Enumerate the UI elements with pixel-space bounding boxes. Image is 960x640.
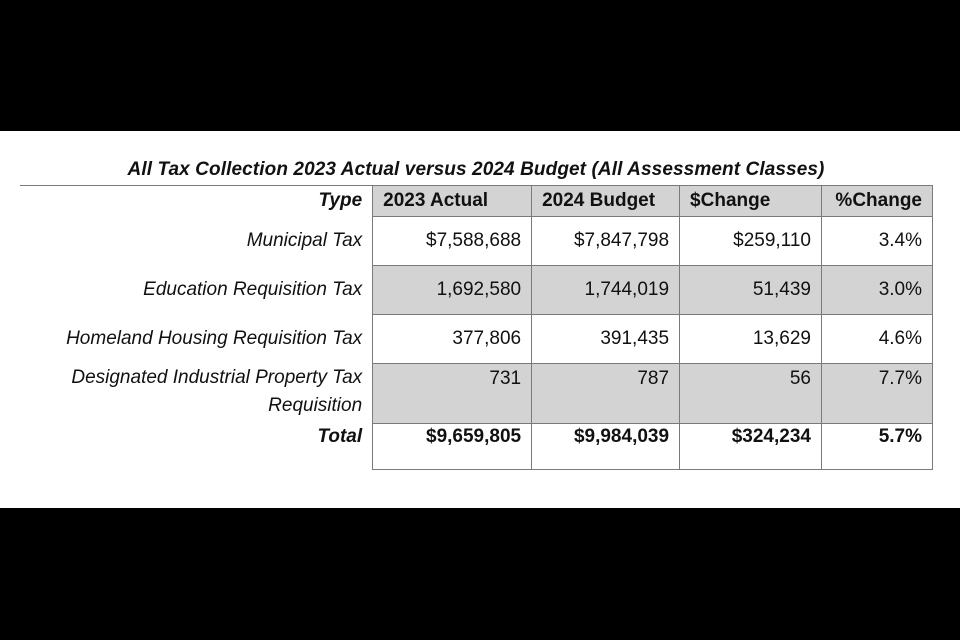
cell-dollar-change: 51,439 — [679, 265, 822, 315]
total-2024-budget: $9,984,039 — [531, 423, 681, 470]
cell-2024-budget: $7,847,798 — [531, 216, 681, 266]
header-2024-budget: 2024 Budget — [531, 185, 681, 217]
cell-dollar-change: $259,110 — [679, 216, 822, 266]
total-label: Total — [317, 425, 363, 447]
cell-percent-change: 7.7% — [820, 363, 934, 424]
cell-dollar-change: 13,629 — [679, 314, 822, 364]
cell-2024-budget: 1,744,019 — [531, 265, 681, 315]
table-row: Education Requisition Tax 1,692,580 1,74… — [20, 265, 934, 315]
header-percent-change: %Change — [820, 185, 934, 217]
row-type: Education Requisition Tax — [143, 279, 363, 300]
cell-2023-actual: $7,588,688 — [372, 216, 533, 266]
row-type: Municipal Tax — [246, 230, 363, 251]
document-page: All Tax Collection 2023 Actual versus 20… — [0, 131, 960, 508]
table-row: Designated Industrial Property Tax Requi… — [20, 363, 934, 424]
total-dollar-change: $324,234 — [679, 423, 822, 470]
row-type: Designated Industrial Property Tax Requi… — [71, 366, 363, 416]
table-header-row: Type 2023 Actual 2024 Budget $Change %Ch… — [20, 185, 934, 217]
table-row: Municipal Tax $7,588,688 $7,847,798 $259… — [20, 216, 934, 266]
cell-percent-change: 3.4% — [820, 216, 934, 266]
table-title: All Tax Collection 2023 Actual versus 20… — [127, 159, 825, 180]
cell-percent-change: 3.0% — [820, 265, 934, 315]
table-total-row: Total $9,659,805 $9,984,039 $324,234 5.7… — [20, 423, 934, 470]
header-dollar-change: $Change — [679, 185, 822, 217]
cell-2023-actual: 1,692,580 — [372, 265, 533, 315]
cell-2024-budget: 391,435 — [531, 314, 681, 364]
cell-2023-actual: 731 — [372, 363, 533, 424]
cell-2023-actual: 377,806 — [372, 314, 533, 364]
total-percent-change: 5.7% — [820, 423, 934, 470]
total-2023-actual: $9,659,805 — [372, 423, 533, 470]
header-2023-actual: 2023 Actual — [372, 185, 533, 217]
cell-dollar-change: 56 — [679, 363, 822, 424]
cell-percent-change: 4.6% — [820, 314, 934, 364]
tax-collection-table: Type 2023 Actual 2024 Budget $Change %Ch… — [20, 185, 934, 470]
cell-2024-budget: 787 — [531, 363, 681, 424]
header-type: Type — [20, 185, 373, 217]
row-type: Homeland Housing Requisition Tax — [66, 328, 363, 349]
table-row: Homeland Housing Requisition Tax 377,806… — [20, 314, 934, 364]
